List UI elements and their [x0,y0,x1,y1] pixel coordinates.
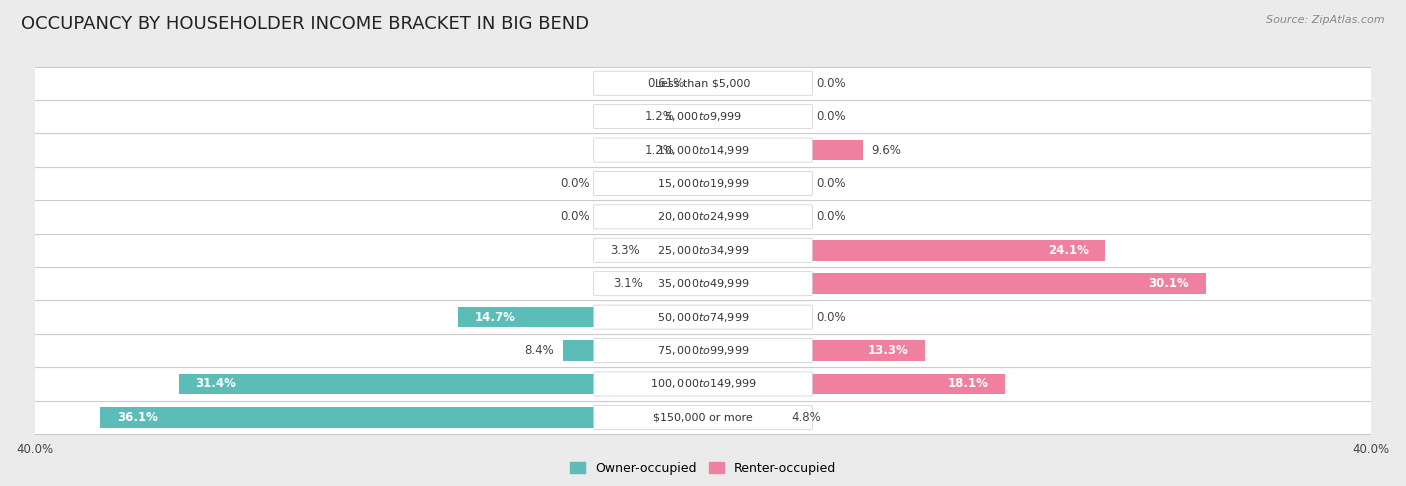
Bar [648,240,703,260]
Bar [683,106,703,127]
Text: $25,000 to $34,999: $25,000 to $34,999 [657,244,749,257]
FancyBboxPatch shape [1,100,1405,133]
FancyBboxPatch shape [1,67,1405,100]
Text: 1.2%: 1.2% [645,143,675,156]
Bar [683,139,703,160]
Bar [703,340,925,361]
Text: $5,000 to $9,999: $5,000 to $9,999 [664,110,742,123]
Text: $100,000 to $149,999: $100,000 to $149,999 [650,378,756,390]
Bar [703,407,783,428]
Text: $50,000 to $74,999: $50,000 to $74,999 [657,311,749,324]
Text: $150,000 or more: $150,000 or more [654,412,752,422]
Text: 0.0%: 0.0% [817,177,846,190]
Text: 9.6%: 9.6% [872,143,901,156]
FancyBboxPatch shape [593,172,813,195]
Text: 4.8%: 4.8% [792,411,821,424]
Text: 8.4%: 8.4% [524,344,554,357]
Bar [703,273,1205,294]
Text: $10,000 to $14,999: $10,000 to $14,999 [657,143,749,156]
Text: $35,000 to $49,999: $35,000 to $49,999 [657,277,749,290]
Text: $75,000 to $99,999: $75,000 to $99,999 [657,344,749,357]
Text: 1.2%: 1.2% [645,110,675,123]
Legend: Owner-occupied, Renter-occupied: Owner-occupied, Renter-occupied [565,457,841,480]
Text: OCCUPANCY BY HOUSEHOLDER INCOME BRACKET IN BIG BEND: OCCUPANCY BY HOUSEHOLDER INCOME BRACKET … [21,15,589,33]
Bar [100,407,703,428]
FancyBboxPatch shape [1,400,1405,434]
FancyBboxPatch shape [593,205,813,229]
Text: 30.1%: 30.1% [1149,277,1189,290]
FancyBboxPatch shape [593,272,813,295]
Text: 24.1%: 24.1% [1047,244,1088,257]
Text: $15,000 to $19,999: $15,000 to $19,999 [657,177,749,190]
Text: 13.3%: 13.3% [868,344,908,357]
FancyBboxPatch shape [593,138,813,162]
Text: 18.1%: 18.1% [948,378,988,390]
Text: 0.0%: 0.0% [817,210,846,224]
Bar [703,139,863,160]
Bar [562,340,703,361]
FancyBboxPatch shape [1,367,1405,400]
Text: 14.7%: 14.7% [474,311,515,324]
Bar [179,374,703,394]
Text: Less than $5,000: Less than $5,000 [655,78,751,88]
FancyBboxPatch shape [593,238,813,262]
Text: 0.0%: 0.0% [817,311,846,324]
FancyBboxPatch shape [593,305,813,329]
FancyBboxPatch shape [1,267,1405,300]
Bar [703,374,1005,394]
FancyBboxPatch shape [1,200,1405,234]
FancyBboxPatch shape [1,300,1405,334]
Text: 31.4%: 31.4% [195,378,236,390]
Text: $20,000 to $24,999: $20,000 to $24,999 [657,210,749,224]
FancyBboxPatch shape [593,339,813,363]
FancyBboxPatch shape [1,133,1405,167]
Text: Source: ZipAtlas.com: Source: ZipAtlas.com [1267,15,1385,25]
FancyBboxPatch shape [593,71,813,95]
Text: 0.0%: 0.0% [560,177,589,190]
Bar [693,73,703,94]
FancyBboxPatch shape [593,104,813,129]
Text: 0.61%: 0.61% [647,77,685,90]
Bar [651,273,703,294]
FancyBboxPatch shape [1,334,1405,367]
Text: 3.3%: 3.3% [610,244,640,257]
FancyBboxPatch shape [593,405,813,430]
Text: 3.1%: 3.1% [613,277,643,290]
Bar [703,240,1105,260]
FancyBboxPatch shape [593,372,813,396]
FancyBboxPatch shape [1,234,1405,267]
FancyBboxPatch shape [1,167,1405,200]
Text: 0.0%: 0.0% [560,210,589,224]
Text: 36.1%: 36.1% [117,411,157,424]
Bar [457,307,703,328]
Text: 0.0%: 0.0% [817,110,846,123]
Text: 0.0%: 0.0% [817,77,846,90]
